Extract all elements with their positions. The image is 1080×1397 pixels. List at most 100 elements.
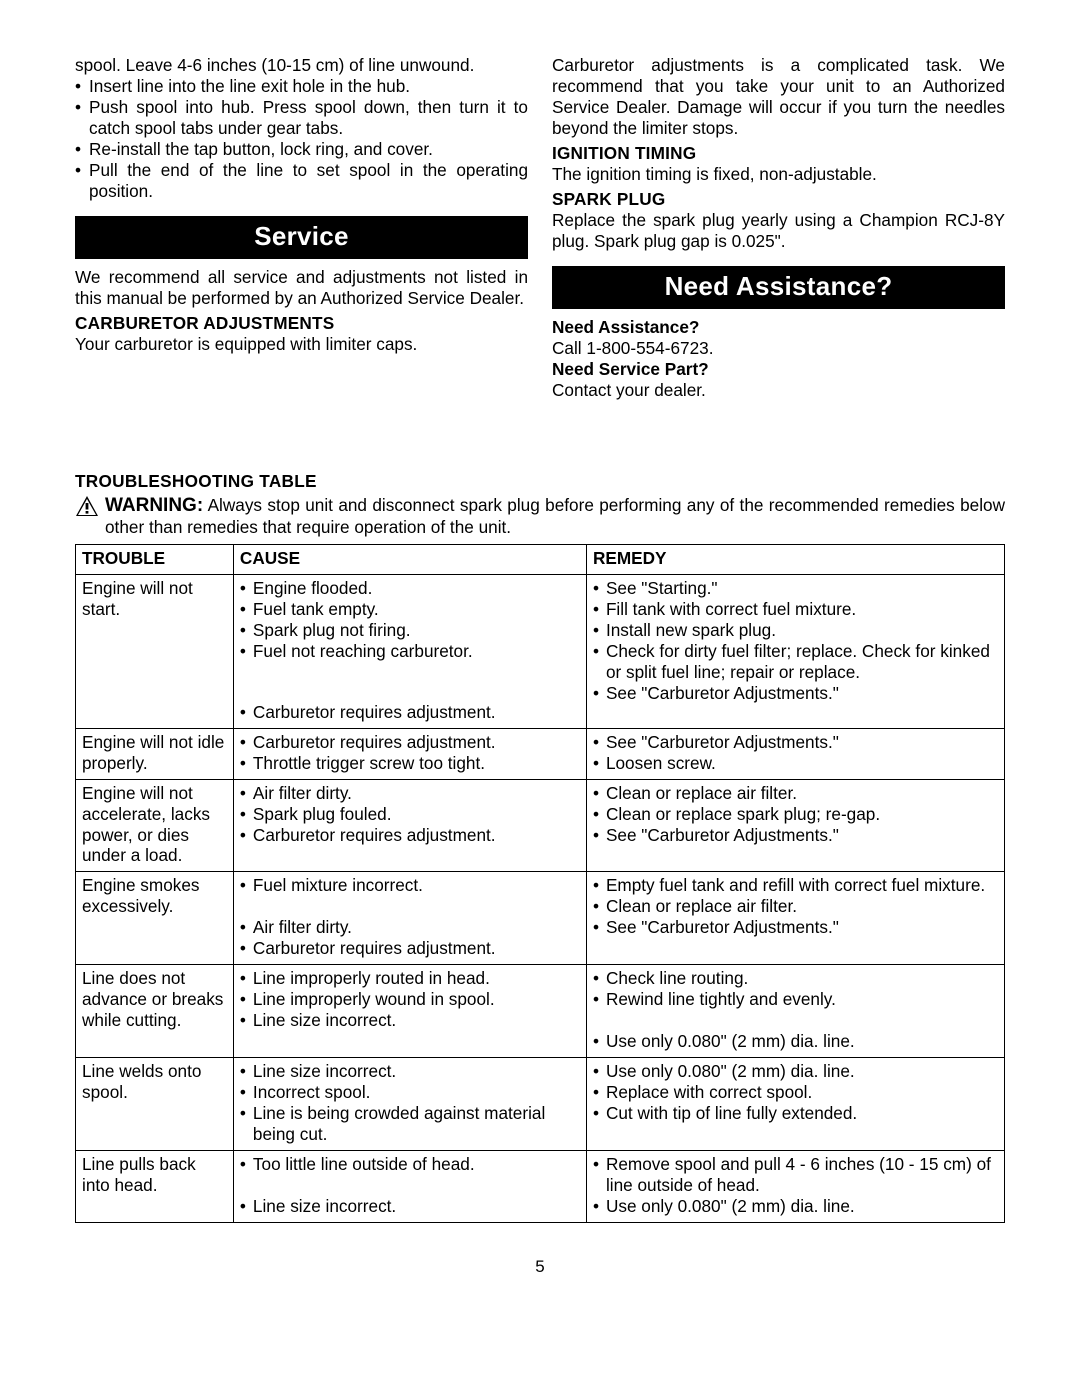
list-item: Use only 0.080" (2 mm) dia. line. (593, 1061, 998, 1082)
table-row: Line welds onto spool.Line size incorrec… (76, 1058, 1005, 1151)
troubleshooting-title: TROUBLESHOOTING TABLE (75, 471, 1005, 492)
cause-cell: Fuel mixture incorrect. Air filter dirty.… (233, 872, 586, 965)
contact-dealer: Contact your dealer. (552, 380, 706, 400)
table-body: Engine will not start.Engine flooded.Fue… (76, 574, 1005, 1223)
carburetor-text: Your carburetor is equipped with limiter… (75, 334, 528, 355)
list-item: Too little line outside of head. (240, 1154, 580, 1175)
warning-body: Always stop unit and disconnect spark pl… (105, 495, 1005, 537)
list-item: Line improperly routed in head. (240, 968, 580, 989)
header-cause: CAUSE (233, 544, 586, 574)
spool-steps-list: Insert line into the line exit hole in t… (75, 76, 528, 202)
list-item: Insert line into the line exit hole in t… (75, 76, 528, 97)
list-item: Fuel mixture incorrect. (240, 875, 580, 896)
remedy-cell: Clean or replace air filter.Clean or rep… (586, 779, 1004, 872)
list-item: Use only 0.080" (2 mm) dia. line. (593, 1196, 998, 1217)
list-item: Carburetor requires adjustment. (240, 702, 580, 723)
list-item: Line size incorrect. (240, 1010, 580, 1031)
trouble-cell: Engine smokes excessively. (76, 872, 234, 965)
continuation-text: spool. Leave 4-6 inches (10-15 cm) of li… (75, 55, 528, 76)
table-header-row: TROUBLE CAUSE REMEDY (76, 544, 1005, 574)
ignition-heading: IGNITION TIMING (552, 143, 1005, 164)
list-item: Install new spark plug. (593, 620, 998, 641)
list-item: Check line routing. (593, 968, 998, 989)
header-trouble: TROUBLE (76, 544, 234, 574)
need-part-label: Need Service Part? (552, 359, 709, 379)
trouble-cell: Engine will not accelerate, lacks power,… (76, 779, 234, 872)
warning-text-block: WARNING: Always stop unit and disconnect… (105, 494, 1005, 538)
remedy-cell: Use only 0.080" (2 mm) dia. line.Replace… (586, 1058, 1004, 1151)
trouble-cell: Engine will not idle properly. (76, 728, 234, 779)
troubleshooting-table: TROUBLE CAUSE REMEDY Engine will not sta… (75, 544, 1005, 1224)
cause-cell: Line improperly routed in head.Line impr… (233, 965, 586, 1058)
remedy-cell: Check line routing.Rewind line tightly a… (586, 965, 1004, 1058)
list-item: Line size incorrect. (240, 1061, 580, 1082)
cell-list: Remove spool and pull 4 - 6 inches (10 -… (593, 1154, 998, 1217)
assistance-phone: Call 1-800-554-6723. (552, 338, 713, 358)
list-item: See "Carburetor Adjustments." (593, 683, 998, 704)
cell-list: Empty fuel tank and refill with correct … (593, 875, 998, 938)
two-column-layout: spool. Leave 4-6 inches (10-15 cm) of li… (75, 55, 1005, 401)
cell-list: Clean or replace air filter.Clean or rep… (593, 783, 998, 846)
left-column: spool. Leave 4-6 inches (10-15 cm) of li… (75, 55, 528, 401)
cell-list: Carburetor requires adjustment.Throttle … (240, 732, 580, 774)
cause-cell: Line size incorrect.Incorrect spool.Line… (233, 1058, 586, 1151)
list-item: Carburetor requires adjustment. (240, 825, 580, 846)
list-item: Air filter dirty. (240, 917, 580, 938)
table-row: Line pulls back into head.Too little lin… (76, 1151, 1005, 1223)
list-item: See "Carburetor Adjustments." (593, 917, 998, 938)
cause-cell: Carburetor requires adjustment.Throttle … (233, 728, 586, 779)
list-item: Fuel not reaching carburetor. (240, 641, 580, 662)
cause-cell: Engine flooded.Fuel tank empty.Spark plu… (233, 574, 586, 728)
list-item: See "Carburetor Adjustments." (593, 732, 998, 753)
list-item: Pull the end of the line to set spool in… (75, 160, 528, 202)
list-item: Line is being crowded against material b… (240, 1103, 580, 1145)
cell-list: See "Starting."Fill tank with correct fu… (593, 578, 998, 704)
remedy-cell: See "Starting."Fill tank with correct fu… (586, 574, 1004, 728)
warning-label: WARNING: (105, 495, 203, 516)
list-item: Check for dirty fuel filter; replace. Ch… (593, 641, 998, 683)
manual-page: spool. Leave 4-6 inches (10-15 cm) of li… (0, 0, 1080, 1318)
list-item: Remove spool and pull 4 - 6 inches (10 -… (593, 1154, 998, 1196)
table-row: Engine will not idle properly.Carburetor… (76, 728, 1005, 779)
list-item: Carburetor requires adjustment. (240, 732, 580, 753)
cause-cell: Too little line outside of head. Line siz… (233, 1151, 586, 1223)
spark-plug-heading: SPARK PLUG (552, 189, 1005, 210)
warning-icon (75, 495, 99, 517)
right-column: Carburetor adjustments is a complicated … (552, 55, 1005, 401)
need-assistance-bar: Need Assistance? (552, 266, 1005, 309)
list-item: Clean or replace air filter. (593, 783, 998, 804)
list-item: Fuel tank empty. (240, 599, 580, 620)
list-item: Re-install the tap button, lock ring, an… (75, 139, 528, 160)
table-row: Engine will not accelerate, lacks power,… (76, 779, 1005, 872)
list-item: Replace with correct spool. (593, 1082, 998, 1103)
table-row: Engine will not start.Engine flooded.Fue… (76, 574, 1005, 728)
list-item: Loosen screw. (593, 753, 998, 774)
cell-list: Line improperly routed in head.Line impr… (240, 968, 580, 1031)
assist-block: Need Assistance? Call 1-800-554-6723. Ne… (552, 317, 1005, 401)
table-row: Engine smokes excessively.Fuel mixture i… (76, 872, 1005, 965)
trouble-cell: Engine will not start. (76, 574, 234, 728)
list-item: Spark plug fouled. (240, 804, 580, 825)
list-item: Carburetor requires adjustment. (240, 938, 580, 959)
warning-row: WARNING: Always stop unit and disconnect… (75, 494, 1005, 538)
trouble-cell: Line does not advance or breaks while cu… (76, 965, 234, 1058)
service-heading-bar: Service (75, 216, 528, 259)
spark-plug-text: Replace the spark plug yearly using a Ch… (552, 210, 1005, 252)
cell-list: Line size incorrect.Incorrect spool.Line… (240, 1061, 580, 1145)
list-item: Rewind line tightly and evenly. (593, 989, 998, 1010)
cause-cell: Air filter dirty.Spark plug fouled.Carbu… (233, 779, 586, 872)
page-number: 5 (75, 1257, 1005, 1278)
list-item: Line size incorrect. (240, 1196, 580, 1217)
list-item: Use only 0.080" (2 mm) dia. line. (593, 1031, 998, 1052)
trouble-cell: Line pulls back into head. (76, 1151, 234, 1223)
list-item: Empty fuel tank and refill with correct … (593, 875, 998, 896)
list-item: See "Carburetor Adjustments." (593, 825, 998, 846)
list-item: Clean or replace air filter. (593, 896, 998, 917)
list-item: Engine flooded. (240, 578, 580, 599)
list-item: Cut with tip of line fully extended. (593, 1103, 998, 1124)
list-item: Fill tank with correct fuel mixture. (593, 599, 998, 620)
remedy-cell: Remove spool and pull 4 - 6 inches (10 -… (586, 1151, 1004, 1223)
need-assistance-label: Need Assistance? (552, 317, 699, 337)
carburetor-heading: CARBURETOR ADJUSTMENTS (75, 313, 528, 334)
remedy-cell: See "Carburetor Adjustments."Loosen scre… (586, 728, 1004, 779)
